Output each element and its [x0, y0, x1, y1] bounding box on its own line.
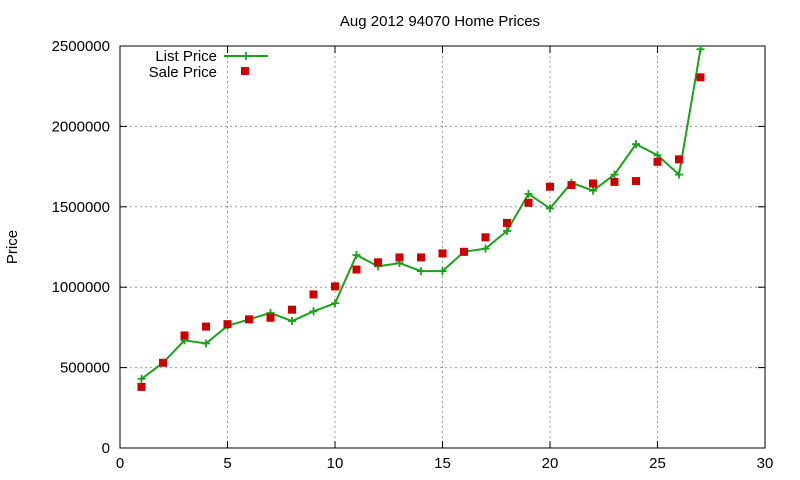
- list-price-point: [589, 186, 597, 195]
- sale-price-point: [460, 247, 468, 256]
- sale-price-point: [546, 182, 554, 191]
- y-tick-label: 500000: [60, 360, 110, 377]
- y-tick-label: 2500000: [52, 38, 110, 55]
- sale-price-point: [438, 249, 447, 258]
- sale-price-point: [481, 233, 490, 242]
- list-price-point: [696, 45, 705, 54]
- list-price-point: [202, 339, 210, 348]
- sale-price-point: [395, 253, 404, 262]
- sale-price-point: [288, 305, 296, 314]
- legend: List Price Sale Price: [149, 48, 268, 81]
- sale-price-point: [675, 155, 683, 164]
- sale-price-point: [567, 181, 576, 190]
- sale-price-point: [266, 313, 275, 322]
- list-price-point: [675, 170, 683, 179]
- x-tick-label: 10: [327, 455, 344, 472]
- list-price-point: [309, 307, 318, 316]
- x-tick-label: 20: [542, 455, 559, 472]
- x-tick-label: 25: [649, 455, 666, 472]
- y-tick-label: 0: [102, 440, 110, 457]
- sale-price-point: [503, 218, 511, 227]
- legend-marker-sale-price: [241, 67, 249, 75]
- sale-price-point: [417, 253, 425, 262]
- list-price-point: [481, 244, 490, 253]
- y-tick-label: 1500000: [52, 199, 110, 216]
- series: [137, 45, 705, 391]
- grid: [120, 46, 765, 448]
- list-price-point: [288, 316, 296, 325]
- sale-price-point: [696, 73, 705, 82]
- sale-price-point: [309, 290, 318, 299]
- sale-price-point: [245, 315, 253, 324]
- list-price-point: [137, 374, 146, 383]
- legend-marks: [224, 52, 268, 75]
- list-price-line: [140, 49, 702, 380]
- sale-price-point: [202, 322, 210, 331]
- sale-price-point: [331, 282, 339, 291]
- x-tick-label: 5: [223, 455, 231, 472]
- x-tick-label: 15: [434, 455, 451, 472]
- list-price-point: [632, 140, 640, 149]
- list-price-point: [524, 189, 533, 198]
- legend-label-list-price: List Price: [155, 48, 217, 65]
- list-price-point: [331, 299, 339, 308]
- sale-price-point: [374, 258, 382, 267]
- list-price-point: [438, 267, 447, 276]
- sale-price-point: [653, 157, 662, 166]
- sale-price-point: [180, 331, 189, 340]
- y-tick-label: 1000000: [52, 279, 110, 296]
- y-tick-label: 2000000: [52, 118, 110, 135]
- sale-price-point: [223, 320, 232, 329]
- x-tick-label: 30: [757, 455, 774, 472]
- sale-price-point: [524, 198, 533, 207]
- legend-label-sale-price: Sale Price: [149, 64, 217, 81]
- legend-marker-list-price: [242, 52, 250, 60]
- list-price-point: [352, 251, 361, 260]
- list-price-point: [417, 267, 425, 276]
- sale-price-point: [589, 179, 597, 188]
- x-tick-label: 0: [116, 455, 124, 472]
- sale-price-point: [632, 177, 640, 186]
- list-price-point: [546, 204, 554, 213]
- ticks: 0 5 10 15 20 25 30 0 500000 1000000 1500000 2000000…: [52, 38, 774, 472]
- sale-price-point: [352, 265, 361, 274]
- list-price-point: [503, 226, 511, 235]
- list-price-point: [610, 170, 619, 179]
- sale-price-point: [610, 177, 619, 186]
- sale-price-point: [137, 382, 146, 391]
- chart-title: Aug 2012 94070 Home Prices: [340, 13, 540, 30]
- sale-price-point: [159, 358, 167, 367]
- y-axis-label: Price: [4, 230, 21, 264]
